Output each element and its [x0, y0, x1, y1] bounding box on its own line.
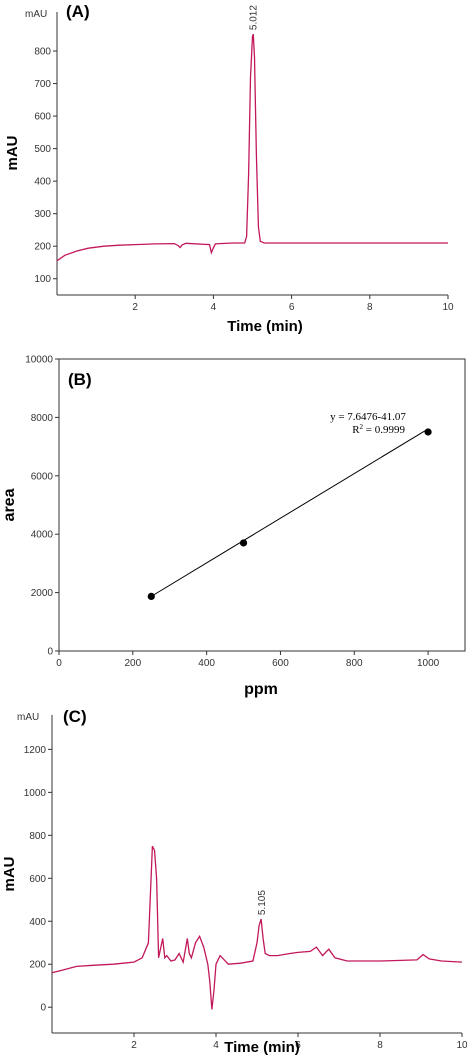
- panel-b-x-tick-label: 400: [198, 658, 215, 669]
- panel-b-data-points: [147, 428, 432, 600]
- panel-c-y-tick-label: 600: [29, 874, 46, 885]
- panel-b-data-point: [424, 428, 432, 436]
- panel-a-y-tick-label: 400: [34, 177, 51, 188]
- panel-a-y-tick-label: 200: [34, 242, 51, 253]
- panel-b-x-tick-label: 200: [124, 658, 141, 669]
- panel-b-equation: y = 7.6476-41.07: [330, 411, 406, 423]
- panel-c-chromatogram-trace: [51, 845, 463, 1010]
- panel-a-x-tick-label: 2: [132, 302, 138, 313]
- panel-a-x-tick-label: 8: [367, 302, 373, 313]
- panel-b-y-tick-label: 6000: [31, 471, 54, 482]
- panel-b-x-tick-label: 600: [272, 658, 289, 669]
- panel-b-x-tick-label: 0: [56, 658, 62, 669]
- panel-b-y-tick-label: 8000: [31, 413, 54, 424]
- panel-c-x-tick-label: 4: [213, 1040, 219, 1051]
- panel-c-y-tick-label: 1000: [24, 788, 47, 799]
- panel-a-peak-label: 5.012: [248, 5, 259, 30]
- panel-b-data-point: [147, 592, 155, 600]
- panel-c-y-tick-label: 200: [29, 960, 46, 971]
- panel-a-y-tick-label: 800: [34, 47, 51, 58]
- panel-b-x-ticks: 0 200 400 600 800 1000: [56, 651, 440, 669]
- panel-c-x-tick-label: 10: [456, 1040, 467, 1051]
- panel-a-y-tick-label: 700: [34, 79, 51, 90]
- panel-b-label: (B): [68, 370, 92, 389]
- panel-a-x-ticks: 2 4 6 8 10: [132, 295, 454, 313]
- panel-a-xlabel: Time (min): [227, 318, 303, 335]
- panel-b-y-tick-label: 0: [47, 647, 53, 658]
- panel-a-x-tick-label: 6: [289, 302, 295, 313]
- panel-b-y-ticks: 0 2000 4000 6000 8000 10000: [25, 355, 59, 658]
- panel-b-ylabel: area: [1, 488, 18, 521]
- panel-b-y-tick-label: 4000: [31, 530, 54, 541]
- panel-a-label: (A): [66, 2, 90, 21]
- panel-b-xlabel: ppm: [244, 681, 278, 698]
- panel-b-y-tick-label: 2000: [31, 588, 54, 599]
- panel-c-label: (C): [63, 707, 87, 726]
- panel-c-y-tick-label: 1200: [24, 745, 47, 756]
- panel-a-ylabel: mAU: [4, 135, 21, 170]
- panel-a-y-tick-label: 100: [34, 274, 51, 285]
- panel-a-y-ticks: 100 200 300 400 500 600 700 800: [34, 47, 57, 285]
- panel-a-x-tick-label: 10: [442, 302, 454, 313]
- panel-a-y-tick-label: 300: [34, 209, 51, 220]
- panel-c: 0 200 400 600 800 1000 1200 2 4 6 8 10 mAU (C) mAU…: [1, 707, 467, 1055]
- panel-b-data-point: [239, 539, 248, 547]
- panel-b-plot-frame: [58, 358, 466, 652]
- panel-b-x-tick-label: 800: [346, 658, 363, 669]
- panel-b-x-tick-label: 1000: [417, 658, 440, 669]
- panel-c-xlabel: Time (min): [224, 1039, 300, 1055]
- panel-a-x-tick-label: 4: [211, 302, 217, 313]
- panel-a-chromatogram-trace: [56, 33, 448, 262]
- panel-c-unit-tick: mAU: [17, 712, 39, 723]
- panel-c-x-ticks: 2 4 6 8 10: [131, 1033, 467, 1051]
- panel-b-y-tick-label: 10000: [25, 355, 53, 366]
- panel-b: 0 2000 4000 6000 8000 10000 0 200 400 600 800 1000…: [1, 355, 466, 698]
- panel-c-x-tick-label: 2: [131, 1040, 137, 1051]
- panel-a-y-tick-label: 600: [34, 112, 51, 123]
- panel-c-y-tick-label: 400: [29, 917, 46, 928]
- panel-b-r2: R2 = 0.9999: [352, 423, 405, 436]
- panel-b-regression-line: [151, 428, 429, 597]
- panel-c-y-tick-label: 800: [29, 831, 46, 842]
- panel-c-y-tick-label: 0: [40, 1003, 46, 1014]
- panel-c-x-tick-label: 6: [295, 1040, 301, 1051]
- panel-c-peak-label: 5.105: [257, 890, 268, 915]
- panel-c-ylabel: mAU: [1, 856, 18, 891]
- panel-c-y-ticks: 0 200 400 600 800 1000 1200: [24, 745, 52, 1014]
- panel-a-y-tick-label: 500: [34, 144, 51, 155]
- panel-c-x-tick-label: 8: [377, 1040, 383, 1051]
- panel-a-unit-tick: mAU: [25, 9, 47, 20]
